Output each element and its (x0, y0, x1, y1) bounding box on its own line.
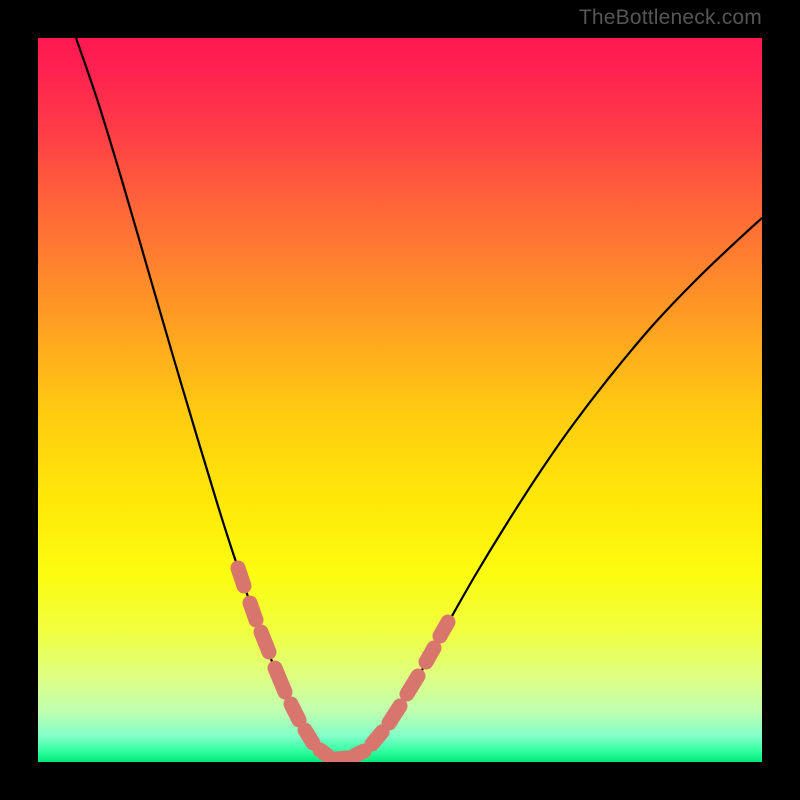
watermark-text: TheBottleneck.com (579, 6, 762, 30)
plot-area (38, 38, 762, 762)
frame-right (762, 0, 800, 800)
frame-bottom (0, 762, 800, 800)
highlight-dashes (238, 568, 448, 759)
bottleneck-curve (76, 38, 762, 759)
curve-layer (38, 38, 762, 762)
frame-left (0, 0, 38, 800)
